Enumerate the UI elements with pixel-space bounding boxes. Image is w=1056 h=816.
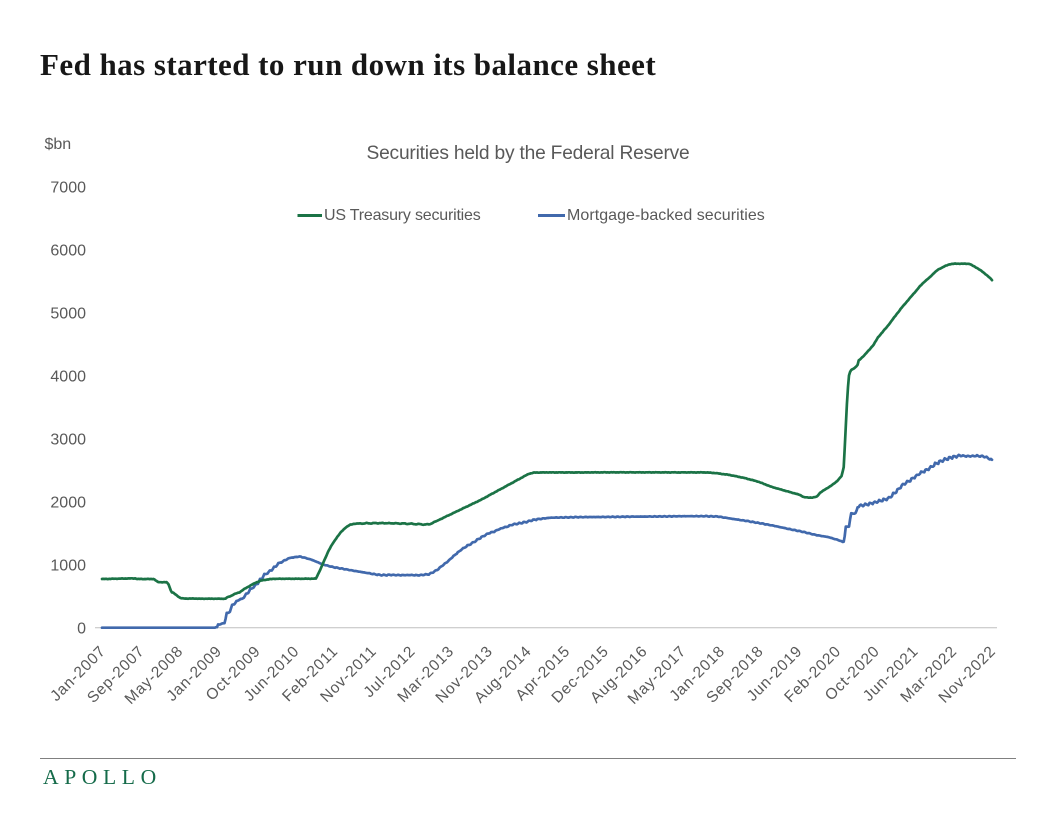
svg-text:4000: 4000 [50, 369, 86, 386]
svg-text:3000: 3000 [50, 432, 86, 449]
svg-text:$bn: $bn [45, 136, 72, 153]
svg-text:2000: 2000 [50, 495, 86, 512]
svg-text:6000: 6000 [50, 243, 86, 260]
svg-text:0: 0 [77, 621, 86, 638]
svg-text:1000: 1000 [50, 558, 86, 575]
svg-text:Securities held by the Federal: Securities held by the Federal Reserve [366, 143, 689, 164]
svg-text:7000: 7000 [50, 180, 86, 197]
svg-text:Mortgage-backed securities: Mortgage-backed securities [567, 207, 765, 224]
svg-text:US Treasury securities: US Treasury securities [324, 207, 481, 224]
svg-text:5000: 5000 [50, 306, 86, 323]
